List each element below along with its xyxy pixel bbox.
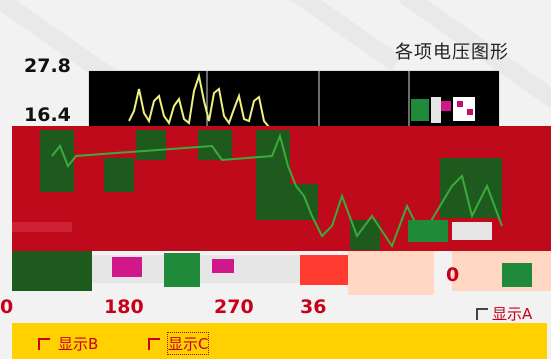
noise <box>452 222 492 240</box>
checkbox-c[interactable] <box>148 337 160 350</box>
watermark-stripe <box>178 0 402 71</box>
checkbox-a-label: 显示A <box>492 305 533 323</box>
checkbox-c-label: 显示C <box>166 332 210 355</box>
x-tick: 270 <box>214 296 254 318</box>
noise <box>408 220 448 242</box>
x-tick: 180 <box>104 296 144 318</box>
voltage-trace-svg <box>128 71 475 128</box>
band-blocks-svg <box>12 130 503 250</box>
x-tick: 36 <box>300 296 327 318</box>
option-show-a[interactable]: 显示A <box>476 303 532 324</box>
green-block <box>104 158 134 192</box>
y-top-label: 27.8 <box>24 55 71 77</box>
green-block <box>198 130 232 160</box>
noise <box>12 222 72 232</box>
trace-a <box>128 72 270 128</box>
option-show-b[interactable]: 显示B <box>38 333 98 354</box>
chart-title: 各项电压图形 <box>395 42 509 63</box>
band-trace <box>51 132 503 249</box>
green-block <box>40 130 74 192</box>
voltage-plot <box>88 70 500 128</box>
right-scale-value: 0 <box>446 264 460 286</box>
glitch-block <box>411 97 475 123</box>
option-show-c[interactable]: 显示C <box>148 332 210 355</box>
green-block <box>290 184 318 220</box>
checkbox-a[interactable] <box>476 307 488 320</box>
checkbox-b[interactable] <box>38 337 50 350</box>
options-bar <box>12 323 547 359</box>
checkbox-b-label: 显示B <box>58 335 99 353</box>
corrupt-band <box>12 126 551 251</box>
green-block <box>136 130 166 160</box>
green-block <box>256 130 290 220</box>
noise-strip <box>12 251 551 296</box>
y-mid-label: 16.4 <box>24 104 71 126</box>
x-tick: 0 <box>0 296 14 318</box>
